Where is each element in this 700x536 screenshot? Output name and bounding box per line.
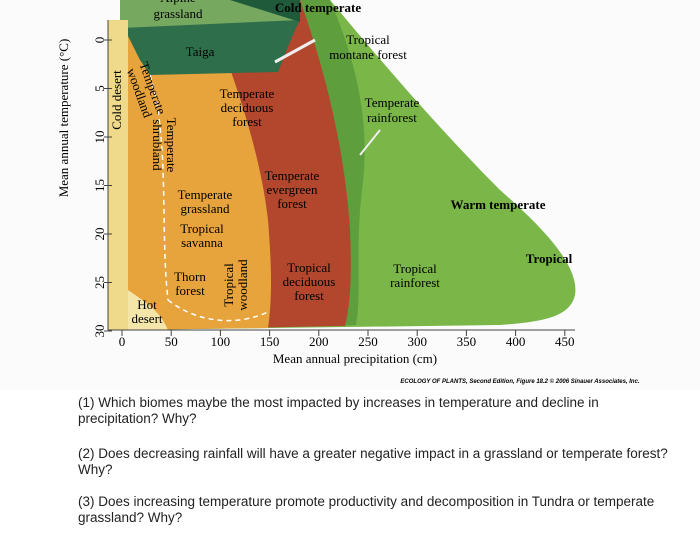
biome-label: desert xyxy=(131,311,162,326)
x-tick-label: 250 xyxy=(358,334,378,349)
biome-label: grassland xyxy=(180,201,230,216)
x-tick-label: 350 xyxy=(457,334,477,349)
hot-desert-region xyxy=(128,290,168,330)
biome-label: Tropical xyxy=(221,263,236,307)
biome-label: shrubland xyxy=(150,119,165,171)
biome-label: Temperate xyxy=(265,168,320,183)
question: (1) Which biomes maybe the most impacted… xyxy=(78,395,599,426)
biome-label: savanna xyxy=(181,235,223,250)
y-tick-label: 30 xyxy=(92,325,107,338)
zone-label: Cold temperate xyxy=(275,0,362,15)
pointer xyxy=(274,38,316,64)
biome-label: rainforest xyxy=(390,275,440,290)
biome-label: Cold desert xyxy=(109,70,124,130)
x-tick-label: 400 xyxy=(506,334,526,349)
biome-label: forest xyxy=(277,196,307,211)
biome-label: Taiga xyxy=(186,44,215,59)
question: (2) Does decreasing rainfall will have a… xyxy=(78,446,668,477)
biome-label: evergreen xyxy=(266,182,318,197)
y-tick-label: 15 xyxy=(92,179,107,192)
biome-label: Temperate xyxy=(178,187,233,202)
x-tick-label: 0 xyxy=(119,334,126,349)
pointer xyxy=(359,129,381,156)
y-tick-label: 5 xyxy=(92,85,107,92)
alpine-region xyxy=(230,0,300,22)
y-tick-label: 0 xyxy=(92,37,107,44)
biome-label: Thorn xyxy=(174,269,206,284)
diagram: Mean annual temperature (°C) Mean annual… xyxy=(56,0,640,385)
biome-label: forest xyxy=(232,114,262,129)
biome-label: deciduous xyxy=(283,274,336,289)
x-tick-label: 300 xyxy=(407,334,427,349)
biome-label: Tropical xyxy=(287,260,331,275)
biome-label: Alpine xyxy=(160,0,196,5)
y-axis-title: Mean annual temperature (°C) xyxy=(56,39,71,198)
x-tick-label: 100 xyxy=(211,334,231,349)
question: (3) Does increasing temperature promote … xyxy=(78,494,655,525)
biome-label: Temperate xyxy=(220,86,275,101)
biome-label: Temperate xyxy=(164,118,179,173)
y-tick-label: 10 xyxy=(92,131,107,144)
grassland-savanna-region xyxy=(120,0,271,330)
biome-label: Tropical xyxy=(393,261,437,276)
credit: ECOLOGY OF PLANTS, Second Edition, Figur… xyxy=(400,378,639,385)
boundary xyxy=(149,74,269,322)
biome-label: grassland xyxy=(153,6,203,21)
taiga-region xyxy=(120,20,300,75)
x-tick-label: 450 xyxy=(555,334,575,349)
y-tick-label: 25 xyxy=(92,276,107,289)
zone-label: Warm temperate xyxy=(451,197,546,212)
biome-label: Temperate xyxy=(365,95,420,110)
y-tick-label: 20 xyxy=(92,228,107,241)
biome-label: forest xyxy=(175,283,205,298)
biome-label: rainforest xyxy=(367,110,417,125)
biome-label: woodland xyxy=(235,259,250,311)
biome-label: forest xyxy=(294,288,324,303)
x-tick-label: 200 xyxy=(309,334,329,349)
cold-desert-region xyxy=(108,20,128,330)
biome-label: montane forest xyxy=(329,47,407,62)
zone-label: Tropical xyxy=(526,251,573,266)
x-tick-label: 50 xyxy=(165,334,178,349)
x-tick-label: 150 xyxy=(260,334,280,349)
x-axis-title: Mean annual precipitation (cm) xyxy=(273,351,437,366)
biome-label: Tropical xyxy=(346,32,390,47)
biome-label: Hot xyxy=(137,297,157,312)
biome-label: deciduous xyxy=(221,100,274,115)
biome-label: Tropical xyxy=(180,221,224,236)
